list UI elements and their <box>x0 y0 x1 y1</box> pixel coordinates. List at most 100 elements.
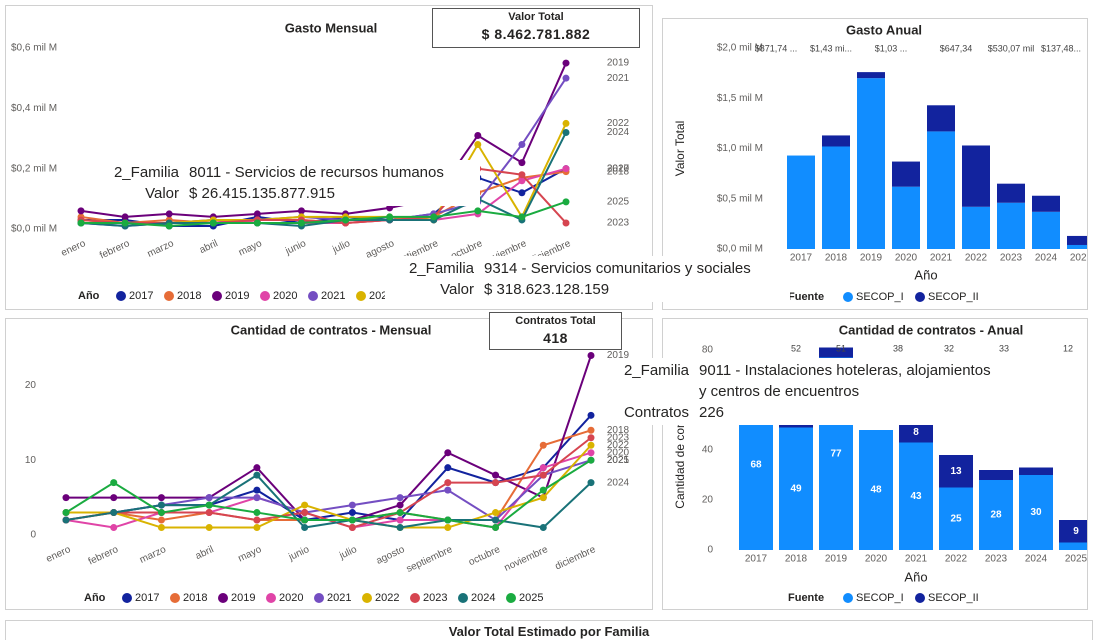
end-label: 2024 <box>607 127 630 138</box>
point <box>253 509 261 517</box>
legend-swatch <box>260 291 270 301</box>
x-tick-label: 2021 <box>905 554 928 565</box>
x-tick-label: 2022 <box>965 253 988 264</box>
point <box>430 213 438 221</box>
tooltip: 2_Familia 9314 - Servicios comunitarios y… <box>385 256 790 302</box>
point <box>157 509 165 517</box>
series-line <box>66 459 592 522</box>
tooltip-value: 9314 - Servicios comunitarios y sociales <box>484 258 751 279</box>
point <box>518 177 526 185</box>
legend-label: 2017 <box>135 592 159 604</box>
annotation: $1,43 mi... <box>810 43 852 53</box>
point <box>492 516 500 524</box>
point <box>205 509 213 517</box>
bar-segment <box>1067 244 1087 249</box>
tooltip-value: $ 318.623.128.159 <box>484 279 609 300</box>
point <box>562 198 570 206</box>
bar-segment <box>857 72 885 79</box>
series-line <box>65 459 592 529</box>
x-tick-label: agosto <box>375 544 407 567</box>
data-label: 9 <box>1073 526 1079 537</box>
x-tick-label: 2019 <box>825 554 848 565</box>
tooltip-label: 2_Familia <box>408 260 474 277</box>
x-tick-label: 2023 <box>985 554 1008 565</box>
tooltip-value-line: 9011 - Instalaciones hoteleras, alojamie… <box>699 362 991 379</box>
y-tick-label: 0 <box>30 530 36 541</box>
point <box>587 434 595 442</box>
point <box>253 486 261 494</box>
legend-title: Fuente <box>788 291 824 303</box>
legend-swatch <box>356 291 366 301</box>
legend-swatch <box>314 593 324 603</box>
point <box>253 464 261 472</box>
x-tick-label: abril <box>194 544 216 562</box>
end-label: 2024 <box>607 477 630 488</box>
point <box>348 524 356 532</box>
bar-segment <box>979 480 1013 550</box>
legend-swatch <box>843 292 853 302</box>
point <box>444 516 452 524</box>
tooltip-value-line: 9314 - Servicios comunitarios y sociales <box>484 260 751 277</box>
chart-panel: Gasto Anual $0,0 mil M $0,5 mil M $1,0 mil … <box>662 18 1088 310</box>
tooltip-label: Contratos <box>623 404 689 421</box>
tooltip-row: 2_Familia 8011 - Servicios de recursos hu… <box>99 162 476 183</box>
x-tick-label: enero <box>60 238 88 259</box>
y-tick-label: $0,0 mil M <box>11 224 57 235</box>
annotation: $1,03 ... <box>875 43 908 53</box>
tooltip: 2_Familia 9011 - Instalaciones hoteleras,… <box>595 358 1030 425</box>
x-tick-label: 2018 <box>825 253 848 264</box>
point <box>301 516 309 524</box>
end-label: 2023 <box>607 432 630 443</box>
annotation: 38 <box>893 343 903 353</box>
legend-label: SECOP_II <box>928 291 979 303</box>
point <box>587 426 595 434</box>
bar-segment <box>927 131 955 249</box>
x-tick-label: 2017 <box>745 554 768 565</box>
point <box>562 119 570 127</box>
x-tick-label: 2020 <box>895 253 918 264</box>
end-label: 2025 <box>607 196 630 207</box>
point <box>77 219 85 227</box>
card-title: Contratos Total <box>515 315 596 327</box>
tooltip-label: Valor <box>145 185 179 202</box>
legend-label: 2018 <box>177 290 201 302</box>
y-tick-label: 20 <box>702 495 714 506</box>
end-label: 2018 <box>607 425 630 436</box>
data-label: 43 <box>910 491 922 502</box>
point <box>539 471 547 479</box>
point <box>562 219 570 227</box>
legend-label: 2018 <box>183 592 207 604</box>
x-tick-label: 2018 <box>785 554 808 565</box>
bar-segment <box>939 487 973 550</box>
x-tick-label: septiembre <box>405 544 455 575</box>
tooltip-row: 2_Familia 9011 - Instalaciones hoteleras,… <box>599 360 1026 402</box>
bar-segment <box>819 347 853 358</box>
data-label: 68 <box>750 460 762 471</box>
point <box>342 216 350 224</box>
point <box>396 501 404 509</box>
legend-swatch <box>915 292 925 302</box>
point <box>157 494 165 502</box>
point <box>253 210 261 218</box>
point <box>297 219 305 227</box>
point <box>587 456 595 464</box>
end-label: 2018 <box>607 166 630 177</box>
legend-swatch <box>915 593 925 603</box>
point <box>587 351 595 359</box>
chart-title: Cantidad de contratos - Anual <box>839 322 1023 337</box>
y-tick-label: $2,0 mil M <box>717 43 763 54</box>
legend-swatch <box>410 593 420 603</box>
x-tick-label: mayo <box>237 238 264 258</box>
end-label: 2020 <box>607 163 630 174</box>
point <box>157 501 165 509</box>
bar-segment <box>787 155 815 249</box>
legend-swatch <box>266 593 276 603</box>
tooltip-value: 8011 - Servicios de recursos humanos <box>189 162 444 183</box>
bar-segment <box>962 206 990 249</box>
bar-segment <box>927 105 955 132</box>
y-tick-label: $0,0 mil M <box>717 244 763 255</box>
point <box>62 509 70 517</box>
x-tick-label: junio <box>286 544 311 564</box>
legend-label: 2020 <box>279 592 303 604</box>
point <box>348 501 356 509</box>
